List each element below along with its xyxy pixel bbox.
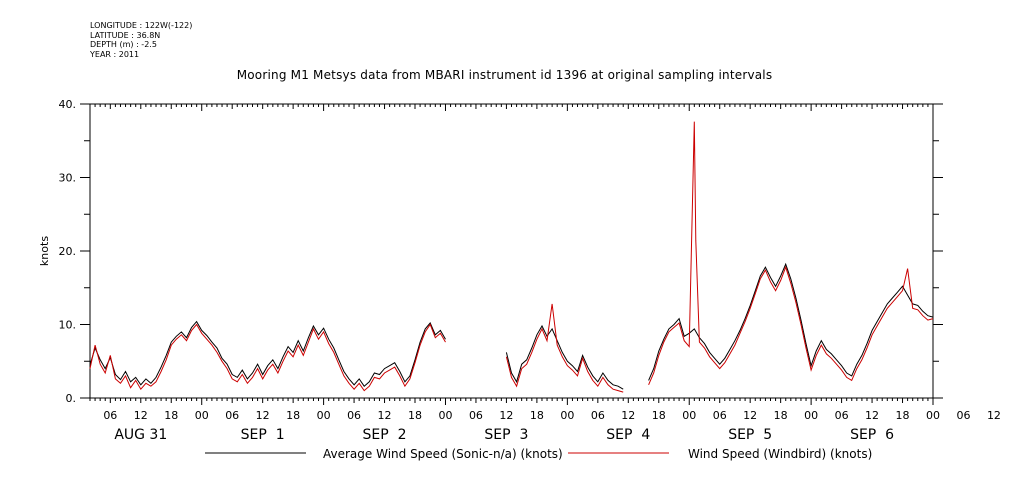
x-day-label: SEP 3 <box>484 427 528 443</box>
x-day-label: SEP 4 <box>606 427 650 443</box>
x-hour-label: 18 <box>774 409 788 422</box>
x-hour-label: 00 <box>438 409 452 422</box>
x-hour-label: 12 <box>865 409 879 422</box>
year-label: YEAR : 2011 <box>90 49 140 59</box>
x-hour-label: 06 <box>713 409 727 422</box>
x-hour-label: 18 <box>164 409 178 422</box>
y-tick-label: 0. <box>66 392 77 405</box>
plot-frame <box>89 103 934 399</box>
x-day-label: SEP 5 <box>728 427 772 443</box>
x-hour-label: 00 <box>560 409 574 422</box>
x-day-label: SEP 2 <box>363 427 407 443</box>
series-line-average <box>505 324 624 390</box>
x-hour-label: 18 <box>652 409 666 422</box>
x-hour-label: 12 <box>743 409 757 422</box>
legend: Average Wind Speed (Sonic-n/a) (knots) W… <box>205 447 872 461</box>
x-hour-label: 18 <box>286 409 300 422</box>
axis-minor-ticks <box>89 104 929 401</box>
x-hour-label: 06 <box>103 409 117 422</box>
y-tick-label: 40. <box>59 98 77 111</box>
x-hour-label: 06 <box>347 409 361 422</box>
x-hour-label: 00 <box>317 409 331 422</box>
x-day-label: SEP 1 <box>241 427 285 443</box>
x-day-label: SEP 6 <box>850 427 894 443</box>
x-hour-label: 00 <box>926 409 940 422</box>
series-line-windbird <box>89 323 446 392</box>
series-line-windbird <box>648 121 934 385</box>
x-hour-label: 18 <box>408 409 422 422</box>
x-hour-label: 06 <box>469 409 483 422</box>
legend-label-windbird: Wind Speed (Windbird) (knots) <box>688 447 872 461</box>
x-hour-label: 12 <box>256 409 270 422</box>
x-hour-label: 12 <box>987 409 1001 422</box>
chart-title: Mooring M1 Metsys data from MBARI instru… <box>236 68 773 82</box>
series-line-average <box>648 262 934 381</box>
legend-label-average: Average Wind Speed (Sonic-n/a) (knots) <box>323 447 563 461</box>
x-hour-label: 06 <box>956 409 970 422</box>
series-line-windbird <box>505 303 624 393</box>
x-axis-day-labels: AUG 31 SEP 1 SEP 2 SEP 3 SEP 4 SEP 5 SEP 6 <box>114 427 894 443</box>
series-lines <box>89 121 934 393</box>
x-axis-hour-labels: 06 12 18 00 06 12 18 00 06 12 18 00 06 12 18 00 06 12 18 00… <box>103 409 1001 422</box>
depth-label: DEPTH (m) : -2.5 <box>90 40 157 49</box>
y-axis-label: knots <box>38 236 51 266</box>
x-hour-label: 12 <box>378 409 392 422</box>
longitude-label: LONGITUDE : 122W(-122) <box>90 21 193 30</box>
x-hour-label: 12 <box>499 409 513 422</box>
x-hour-label: 06 <box>225 409 239 422</box>
x-hour-label: 00 <box>804 409 818 422</box>
x-hour-label: 06 <box>835 409 849 422</box>
series-line-average <box>89 320 446 387</box>
x-hour-label: 12 <box>621 409 635 422</box>
y-axis-tick-labels: 0. 10. 20. 30. 40. <box>59 98 77 405</box>
x-hour-label: 00 <box>195 409 209 422</box>
latitude-label: LATITUDE : 36.8N <box>90 30 161 40</box>
x-hour-label: 18 <box>530 409 544 422</box>
x-hour-label: 06 <box>591 409 605 422</box>
axis-major-ticks <box>80 103 943 405</box>
x-day-label: AUG 31 <box>114 427 167 443</box>
metadata-block: LONGITUDE : 122W(-122) LATITUDE : 36.8N … <box>90 21 192 59</box>
y-tick-label: 10. <box>59 319 77 332</box>
x-hour-label: 18 <box>896 409 910 422</box>
x-hour-label: 12 <box>134 409 148 422</box>
y-tick-label: 30. <box>59 172 77 185</box>
x-hour-label: 00 <box>682 409 696 422</box>
y-tick-label: 20. <box>59 245 77 258</box>
